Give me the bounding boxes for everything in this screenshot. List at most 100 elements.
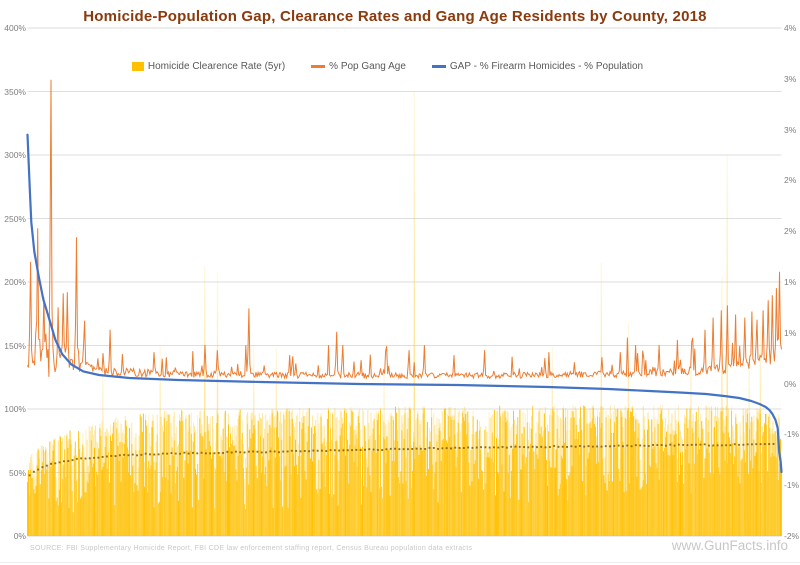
gap-line-series — [26, 133, 783, 474]
trendline-dots — [41, 466, 44, 469]
trendline-dots — [759, 443, 762, 446]
trendline-dots — [209, 452, 212, 455]
trendline-dots — [583, 445, 586, 448]
trendline-dots — [738, 443, 740, 446]
right-axis-tick-label: 2% — [784, 175, 797, 186]
trendline-dots — [428, 446, 431, 449]
trendline-dots — [755, 443, 758, 446]
trendline-dots — [686, 444, 689, 447]
trendline-dots — [540, 445, 543, 448]
trendline-dots — [695, 443, 697, 446]
trendline-dots — [398, 448, 401, 451]
trendline-dots — [75, 457, 78, 460]
trendline-dots — [402, 448, 405, 451]
trendline-dots — [574, 445, 577, 448]
trendline-dots — [497, 446, 500, 449]
trendline-dots — [321, 449, 323, 452]
trendline-dots — [510, 445, 513, 448]
trendline-dots — [32, 470, 35, 473]
watermark: www.GunFacts.info — [671, 538, 788, 553]
clearance-rate-outlier-spikes — [204, 266, 206, 536]
trendline-dots — [278, 451, 280, 454]
trendline-dots — [751, 443, 753, 446]
right-axis-tick-label: -1% — [784, 429, 800, 440]
trendline-dots — [54, 462, 57, 465]
legend-label: % Pop Gang Age — [329, 61, 406, 72]
trendline-dots — [106, 455, 108, 458]
trendline-dots — [84, 457, 87, 460]
clearance-rate-outlier-spikes — [102, 91, 762, 536]
trendline-dots — [514, 445, 517, 448]
left-axis-tick-label: 150% — [4, 340, 26, 351]
trendline-dots — [432, 447, 435, 449]
right-axis-tick-label: 3% — [784, 124, 797, 135]
trendline-dots — [596, 445, 599, 448]
trendline-dots — [699, 443, 702, 446]
trendline-dots — [424, 448, 427, 450]
trendline-dots — [161, 452, 164, 455]
bottom-border — [0, 562, 800, 563]
trendline-dots — [28, 443, 775, 477]
gang-age-line-icon — [311, 65, 326, 68]
trendline-dots — [239, 451, 242, 454]
trendline-dots — [437, 448, 439, 450]
trendline-dots — [665, 444, 667, 447]
trendline-dots — [493, 446, 495, 449]
trendline-dots — [295, 449, 298, 452]
right-axis-tick-label: 1% — [784, 327, 797, 338]
trendline-dots — [346, 449, 349, 452]
trendline-dots — [677, 443, 680, 446]
trendline-dots — [247, 450, 250, 453]
trendline-dots — [213, 452, 216, 455]
trendline-dots — [561, 445, 564, 448]
trendline-dots — [471, 446, 474, 449]
trendline-dots — [127, 454, 130, 457]
trendline-dots — [458, 447, 461, 449]
clearance-rate-outlier-spikes — [726, 155, 728, 536]
trendline-dots — [505, 446, 508, 449]
clearance-rate-outlier-spikes — [413, 91, 415, 536]
legend-label: Homicide Clearence Rate (5yr) — [147, 61, 286, 72]
clearance-rate-outlier-spikes — [551, 346, 553, 536]
trendline-dots — [63, 460, 65, 463]
trendline-dots — [501, 446, 504, 448]
trendline-dots — [690, 443, 693, 446]
trendline-dots — [488, 446, 491, 449]
trendline-dots — [217, 452, 220, 454]
trendline-dots — [58, 461, 61, 464]
trendline-dots — [518, 445, 521, 448]
trendline-dots — [166, 452, 169, 455]
gap-line-icon — [431, 65, 446, 68]
trendline-dots — [235, 450, 237, 453]
trendline-dots — [682, 444, 685, 446]
trendline-dots — [591, 445, 594, 448]
trendline-dots — [67, 460, 70, 462]
trendline-dots — [196, 452, 199, 455]
trendline-dots — [604, 445, 607, 448]
trendline-dots — [639, 444, 642, 447]
trendline-dots — [273, 450, 276, 453]
clearance-rate-outlier-spikes — [275, 348, 277, 536]
trendline-dots — [772, 443, 775, 445]
trendline-dots — [325, 450, 328, 452]
trendline-dots — [316, 449, 319, 452]
trendline-dots — [536, 446, 538, 449]
trendline-dots — [118, 454, 121, 457]
left-axis-tick-label: 0% — [13, 531, 26, 541]
trendline-dots — [626, 444, 629, 447]
trendline-dots — [613, 445, 616, 447]
trendline-dots — [269, 450, 272, 453]
trendline-dots — [570, 445, 573, 448]
trendline-dots — [149, 453, 151, 456]
trendline-dots — [174, 452, 177, 455]
trendline-dots — [243, 451, 246, 454]
legend-label: GAP - % Firearm Homicides - % Population — [449, 61, 644, 72]
gang-age-line-series — [27, 79, 782, 380]
clearance-rate-outlier-spikes — [627, 322, 630, 536]
trendline-dots — [445, 447, 448, 450]
trendline-dots — [484, 446, 487, 449]
trendline-dots — [411, 448, 414, 450]
trendline-dots — [355, 448, 358, 451]
trendline-dots — [531, 445, 534, 448]
